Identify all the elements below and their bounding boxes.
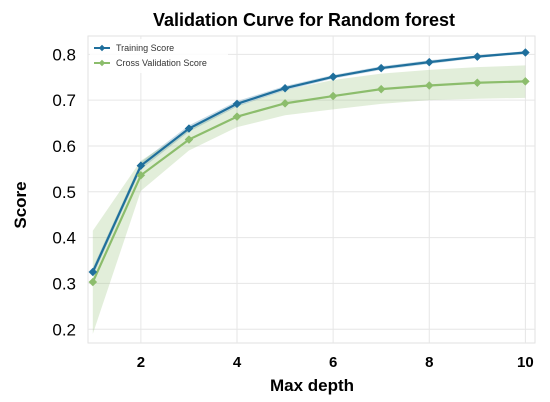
cross-validation-score-point <box>88 277 98 287</box>
x-tick-label: 10 <box>517 354 534 371</box>
x-axis-label: Max depth <box>270 376 354 395</box>
y-tick-label: 0.8 <box>52 45 76 64</box>
cross-validation-score-point <box>136 170 146 180</box>
y-tick-label: 0.6 <box>52 137 76 156</box>
y-tick-label: 0.7 <box>52 91 76 110</box>
training-score-line <box>91 51 526 273</box>
y-axis-label: Score <box>11 181 30 228</box>
confidence-bands <box>92 51 526 334</box>
x-tick-label: 4 <box>233 354 242 371</box>
plot-frame <box>87 35 536 344</box>
cross-validation-score-point <box>424 81 434 90</box>
series-markers <box>88 48 530 287</box>
training-score-legend-marker <box>98 44 106 52</box>
y-tick-label: 0.2 <box>52 320 76 339</box>
cross-validation-score-legend-marker <box>98 59 106 67</box>
training-score-legend-label: Training Score <box>116 43 174 53</box>
cross-validation-score-band <box>92 65 526 334</box>
series-lines <box>91 51 526 283</box>
x-tick-label: 8 <box>425 354 433 371</box>
training-score-point <box>472 52 482 61</box>
tick-labels: 0.2 0.3 0.4 0.5 0.6 0.7 0.8 2 4 6 8 10 <box>52 45 533 371</box>
cross-validation-score-point <box>376 84 386 94</box>
legend: Training Score Cross Validation Score <box>90 39 228 73</box>
cross-validation-score-point <box>521 77 530 86</box>
cross-validation-score-legend-label: Cross Validation Score <box>116 58 207 68</box>
cross-validation-score-point <box>328 91 338 101</box>
cross-validation-score-point <box>280 99 290 108</box>
training-score-point <box>424 57 434 67</box>
chart-title: Validation Curve for Random forest <box>153 10 455 30</box>
cross-validation-score-point <box>184 135 194 144</box>
training-score-point <box>280 83 290 93</box>
x-tick-label: 2 <box>137 354 145 371</box>
legend-box <box>90 39 228 73</box>
training-score-point <box>521 48 530 57</box>
training-score-point <box>184 124 194 133</box>
training-score-point <box>328 72 338 82</box>
training-score-point <box>136 161 146 171</box>
grid <box>87 35 536 344</box>
y-tick-label: 0.5 <box>52 183 76 202</box>
cross-validation-score-point <box>232 112 242 121</box>
cross-validation-score-line <box>91 80 526 283</box>
y-tick-label: 0.4 <box>52 229 76 248</box>
training-score-point <box>376 63 386 73</box>
training-score-point <box>232 99 242 109</box>
training-score-point <box>88 267 98 277</box>
x-tick-label: 6 <box>329 354 337 371</box>
y-tick-label: 0.3 <box>52 274 76 293</box>
cross-validation-score-point <box>472 78 482 88</box>
